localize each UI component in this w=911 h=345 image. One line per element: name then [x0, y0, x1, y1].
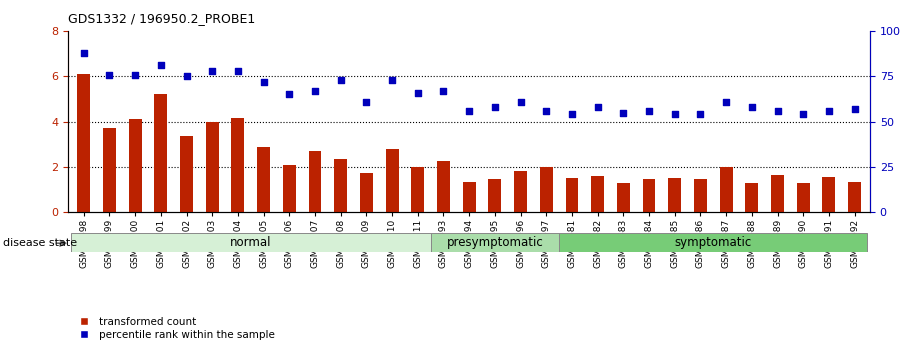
- Point: [513, 99, 527, 105]
- Point: [179, 73, 194, 79]
- Text: presymptomatic: presymptomatic: [446, 236, 543, 249]
- Bar: [488, 179, 501, 212]
- Point: [565, 112, 579, 117]
- Text: disease state: disease state: [3, 238, 77, 248]
- Bar: [617, 183, 630, 212]
- Bar: [566, 178, 578, 212]
- Bar: [71, 233, 431, 252]
- Point: [308, 88, 322, 93]
- Point: [796, 112, 811, 117]
- Bar: [103, 128, 116, 212]
- Bar: [694, 179, 707, 212]
- Bar: [540, 167, 553, 212]
- Bar: [848, 181, 861, 212]
- Bar: [591, 176, 604, 212]
- Point: [77, 50, 91, 56]
- Point: [384, 77, 399, 83]
- Bar: [559, 233, 867, 252]
- Point: [539, 108, 554, 114]
- Point: [128, 72, 142, 77]
- Point: [668, 112, 682, 117]
- Text: normal: normal: [230, 236, 271, 249]
- Bar: [720, 167, 732, 212]
- Point: [719, 99, 733, 105]
- Bar: [77, 74, 90, 212]
- Bar: [412, 167, 425, 212]
- Bar: [797, 183, 810, 212]
- Point: [230, 68, 245, 74]
- Point: [154, 63, 169, 68]
- Point: [359, 99, 374, 105]
- Bar: [823, 177, 835, 212]
- Bar: [257, 147, 270, 212]
- Bar: [283, 165, 296, 212]
- Bar: [385, 149, 398, 212]
- Point: [641, 108, 656, 114]
- Bar: [334, 159, 347, 212]
- Point: [436, 88, 451, 93]
- Point: [487, 104, 502, 110]
- Bar: [642, 179, 655, 212]
- Bar: [463, 181, 476, 212]
- Text: GDS1332 / 196950.2_PROBE1: GDS1332 / 196950.2_PROBE1: [68, 12, 256, 25]
- Bar: [154, 95, 168, 212]
- Point: [770, 108, 784, 114]
- Bar: [128, 119, 141, 212]
- Bar: [309, 151, 322, 212]
- Point: [744, 104, 759, 110]
- Point: [333, 77, 348, 83]
- Point: [102, 72, 117, 77]
- Text: symptomatic: symptomatic: [675, 236, 752, 249]
- Bar: [745, 183, 758, 212]
- Bar: [231, 118, 244, 212]
- Legend: transformed count, percentile rank within the sample: transformed count, percentile rank withi…: [74, 317, 274, 340]
- Bar: [771, 175, 784, 212]
- Point: [256, 79, 271, 85]
- Point: [616, 110, 630, 115]
- Bar: [360, 172, 373, 212]
- Bar: [180, 136, 193, 212]
- Bar: [669, 178, 681, 212]
- Bar: [206, 122, 219, 212]
- Point: [590, 104, 605, 110]
- Point: [205, 68, 220, 74]
- Point: [847, 106, 862, 112]
- Bar: [437, 161, 450, 212]
- Bar: [431, 233, 559, 252]
- Bar: [514, 171, 527, 212]
- Point: [822, 108, 836, 114]
- Point: [693, 112, 708, 117]
- Point: [282, 92, 297, 97]
- Point: [462, 108, 476, 114]
- Point: [411, 90, 425, 95]
